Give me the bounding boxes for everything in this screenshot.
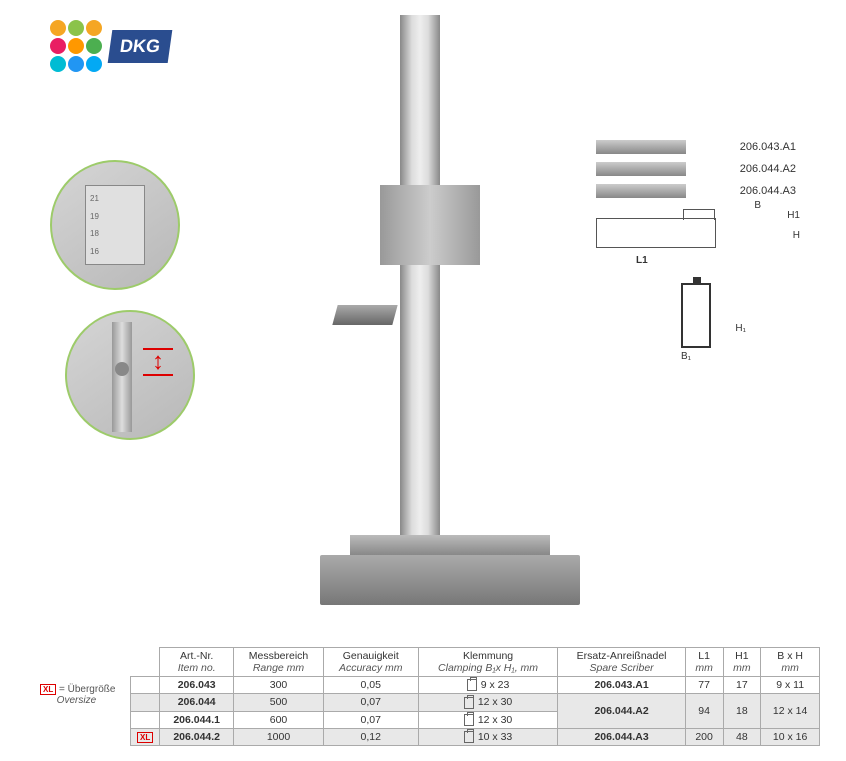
dim-L1: L1 xyxy=(636,255,648,266)
spare-part-row: 206.043.A1 xyxy=(596,140,796,154)
logo-dot xyxy=(50,38,66,54)
dim-H1-side: H₁ xyxy=(735,323,746,334)
logo-dot xyxy=(86,38,102,54)
vernier-scale-closeup: 21191816 xyxy=(85,185,145,265)
spare-parts-area: 206.043.A1 206.044.A2 206.044.A3 B H1 H L1… xyxy=(596,140,796,348)
dim-H1: H1 xyxy=(787,210,800,221)
xl-badge: XL xyxy=(40,684,56,695)
detail-fine-adjust: ↕ xyxy=(65,310,195,440)
spare-part-row: 206.044.A3 xyxy=(596,184,796,198)
col-h1: H1mm xyxy=(723,648,761,677)
logo-dot xyxy=(50,56,66,72)
dim-B1: B₁ xyxy=(681,351,691,362)
scriber-icon xyxy=(596,162,686,176)
dim-H: H xyxy=(793,230,800,241)
logo-dots xyxy=(50,20,102,72)
detail-vernier-scale: 21191816 xyxy=(50,160,180,290)
col-scriber: Ersatz-AnreißnadelSpare Scriber xyxy=(558,648,685,677)
dimension-diagram: B H1 H L1 H₁ B₁ xyxy=(596,218,796,348)
scriber-icon xyxy=(596,140,686,154)
spare-part-row: 206.044.A2 xyxy=(596,162,796,176)
dkg-logo: DKG xyxy=(108,30,173,63)
part-label: 206.044.A2 xyxy=(740,163,796,175)
oversize-legend: XL = Übergröße Oversize xyxy=(40,684,115,706)
specifications-table: Art.-Nr.Item no. MessbereichRange mm Gen… xyxy=(130,647,820,746)
logo-dot xyxy=(86,20,102,36)
col-range: MessbereichRange mm xyxy=(234,648,324,677)
logo-dot xyxy=(68,20,84,36)
adjustment-arrows-icon: ↕ xyxy=(143,342,173,382)
table-header-row: Art.-Nr.Item no. MessbereichRange mm Gen… xyxy=(131,648,820,677)
logo-dot xyxy=(68,56,84,72)
part-label: 206.043.A1 xyxy=(740,141,796,153)
scriber-icon xyxy=(596,184,686,198)
col-art: Art.-Nr.Item no. xyxy=(160,648,234,677)
logo-dot xyxy=(86,56,102,72)
part-label: 206.044.A3 xyxy=(740,185,796,197)
table-row: 206.0445000,0712 x 30206.044.A2941812 x … xyxy=(131,694,820,711)
logo-dot xyxy=(50,20,66,36)
logo-area: DKG xyxy=(50,20,170,72)
table-row: 206.0433000,059 x 23206.043.A177179 x 11 xyxy=(131,677,820,694)
col-clamp: KlemmungClamping B₁x H₁, mm xyxy=(418,648,558,677)
height-gauge-image xyxy=(300,15,600,615)
logo-dot xyxy=(68,38,84,54)
col-bh: B x Hmm xyxy=(761,648,820,677)
col-acc: GenauigkeitAccuracy mm xyxy=(323,648,418,677)
col-l1: L1mm xyxy=(685,648,723,677)
dim-B: B xyxy=(754,200,761,211)
table-row: XL206.044.210000,1210 x 33206.044.A32004… xyxy=(131,728,820,745)
